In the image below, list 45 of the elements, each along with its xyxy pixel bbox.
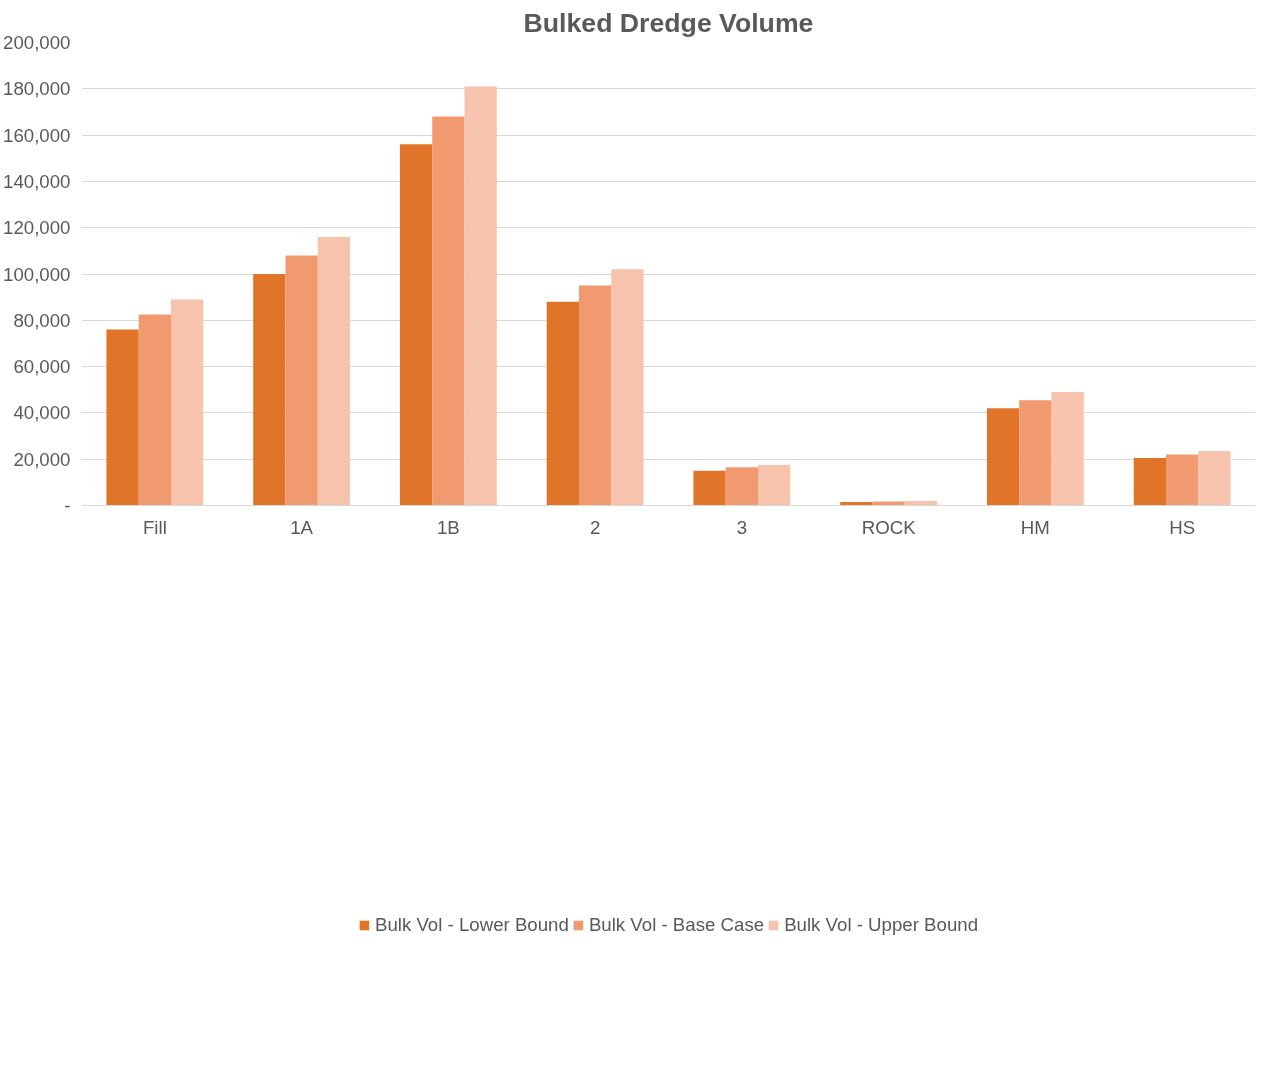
bar [317,236,351,506]
x-tick-label: 2 [589,516,601,538]
x-tick-label: 1A [290,516,314,538]
bar [578,285,612,506]
bar [986,408,1020,506]
bar [253,274,286,506]
bar [758,464,791,506]
bar [285,255,318,506]
bar [399,144,433,506]
legend-label: Bulk Vol - Lower Bound [374,913,569,936]
y-tick-label: 100,000 [3,263,71,285]
x-tick-label: HS [1169,516,1196,538]
y-tick-label: - [64,495,71,516]
y-tick-label: 60,000 [13,356,71,378]
x-tick-label: HM [1020,516,1050,538]
x-tick-label: 3 [736,516,748,538]
y-tick-label: 80,000 [13,309,71,331]
y-tick-label: 120,000 [3,217,71,239]
chart-title: Bulked Dredge Volume [523,7,814,38]
bar [464,86,497,506]
legend-label: Bulk Vol - Base Case [588,913,765,936]
x-tick-label: Fill [142,516,167,538]
x-tick-label: 1B [436,516,460,538]
y-tick-label: 20,000 [13,448,71,470]
bar [106,329,139,506]
y-tick-label: 160,000 [3,124,71,146]
y-tick-label: 180,000 [3,78,71,100]
bar [611,269,644,506]
bar [904,501,938,506]
bar [546,301,579,506]
bar [138,314,172,506]
bar [725,467,759,506]
x-tick-label: ROCK [861,516,917,538]
y-tick-label: 140,000 [3,170,71,192]
y-tick-label: 200,000 [3,32,71,53]
bar [1133,458,1166,506]
bar [1198,451,1231,506]
bar [1051,392,1084,506]
bar [432,116,465,506]
y-tick-label: 40,000 [13,402,71,424]
bar [171,299,204,506]
bar [1165,454,1199,506]
legend-label: Bulk Vol - Upper Bound [784,913,979,936]
bar [1019,400,1052,506]
bar [693,470,726,506]
